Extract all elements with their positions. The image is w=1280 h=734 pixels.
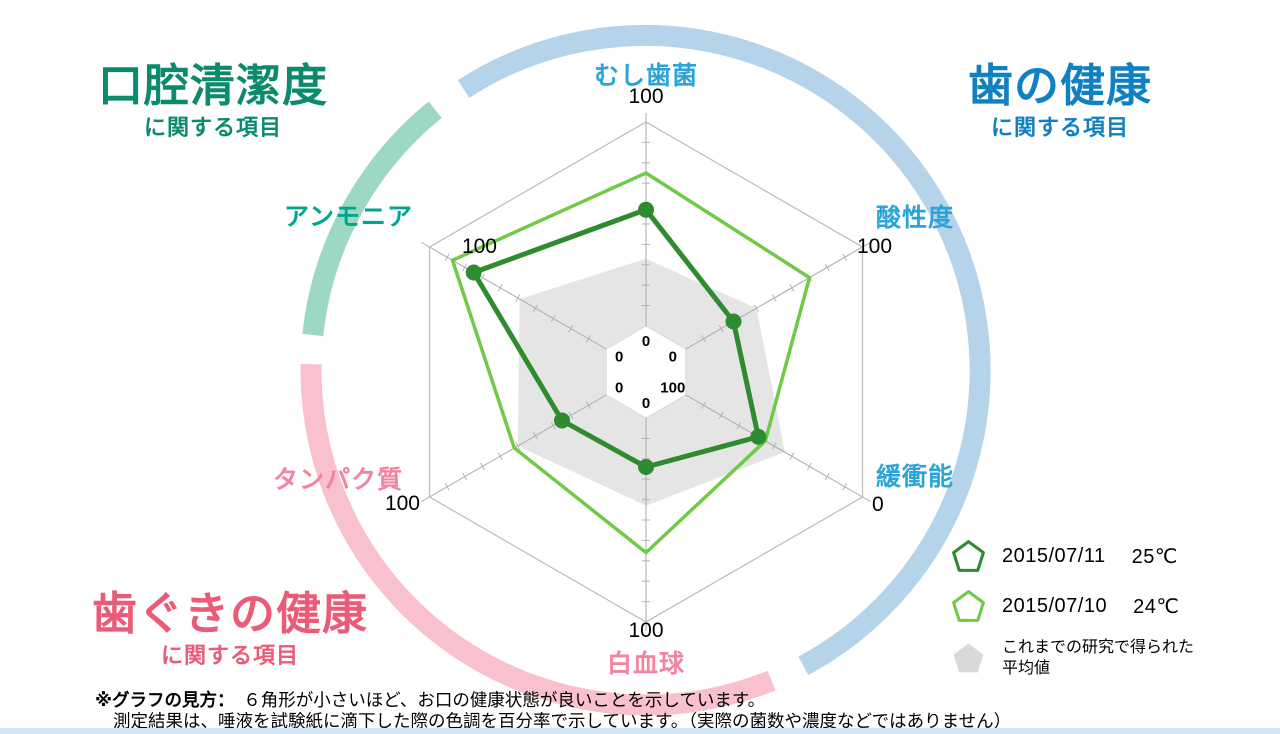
axis-scale-ammonia: 100: [461, 235, 497, 258]
pentagon-outline-dark-green-icon: [952, 540, 985, 572]
series-current: [465, 201, 767, 475]
section-heading-tooth-health: 歯の健康 に関する項目: [930, 60, 1190, 141]
section-heading-gum-health: 歯ぐきの健康 に関する項目: [70, 588, 390, 669]
axis-label-cavity-bacteria: むし歯菌: [593, 62, 699, 90]
legend-item-average: これまでの研究で得られた 平均値: [950, 638, 1276, 680]
axis-label-protein: タンパク質: [272, 466, 403, 494]
note-text: ６角形が小さいほど、お口の健康状態が良いことを示しています。: [243, 690, 766, 710]
note-heading: ※グラフの見方：: [95, 690, 244, 710]
pentagon-outline-light-green-icon: [952, 590, 985, 622]
axis-label-acidity: 酸性度: [876, 204, 955, 232]
axis-scale-cavity-bacteria: 100: [628, 85, 664, 108]
axis-scale-protein: 100: [384, 492, 420, 515]
svg-text:0: 0: [669, 349, 677, 366]
legend-average-line1: これまでの研究で得られた: [1002, 639, 1195, 656]
heading-subtitle: に関する項目: [990, 115, 1129, 141]
svg-text:100: 100: [660, 380, 685, 397]
heading-title: 歯ぐきの健康: [91, 588, 368, 639]
legend-temperature: 25℃: [1131, 546, 1178, 568]
legend-temperature: 24℃: [1133, 596, 1180, 618]
graph-note-line1: ※グラフの見方： ６角形が小さいほど、お口の健康状態が良いことを示しています。: [95, 687, 765, 712]
svg-text:0: 0: [642, 395, 650, 412]
svg-text:0: 0: [615, 380, 623, 397]
legend-average-text: これまでの研究で得られた 平均値: [1002, 638, 1194, 680]
heading-subtitle: に関する項目: [143, 115, 282, 141]
decorative-arcs: [300, 25, 991, 716]
legend-date: 2015/07/10: [1002, 595, 1108, 617]
legend-date: 2015/07/11: [1002, 545, 1106, 567]
axis-label-leukocytes: 白血球: [606, 650, 686, 678]
series-previous: [450, 171, 812, 555]
heading-title: 口腔清潔度: [97, 60, 328, 111]
legend-average-line2: 平均値: [1002, 659, 1051, 677]
heading-subtitle: に関する項目: [160, 643, 299, 669]
legend-item-previous: 2015/07/10 24℃: [950, 588, 1276, 625]
bottom-border: [0, 728, 1280, 734]
heading-title: 歯の健康: [967, 60, 1152, 111]
radar-grid: 0 0 100 0 0 0: [421, 113, 871, 631]
axis-label-buffer-capacity: 緩衝能: [876, 463, 955, 491]
section-heading-oral-cleanliness: 口腔清潔度 に関する項目: [78, 60, 348, 141]
axis-label-ammonia: アンモニア: [283, 203, 413, 231]
pentagon-filled-gray-icon: [953, 643, 984, 673]
legend-item-current: 2015/07/11 25℃: [950, 538, 1276, 575]
svg-text:0: 0: [642, 333, 650, 350]
axis-scale-buffer-capacity: 0: [872, 493, 884, 516]
axis-scale-acidity: 100: [857, 235, 893, 258]
graph-note-line2: 測定結果は、唾液を試験紙に滴下した際の色調を百分率で示しています。（実際の菌数や…: [113, 711, 1012, 731]
svg-text:0: 0: [615, 349, 623, 366]
legend: 2015/07/11 25℃ 2015/07/10 24℃ これまでの研究で得ら…: [950, 538, 1276, 693]
axis-scale-leukocytes: 100: [628, 619, 664, 642]
